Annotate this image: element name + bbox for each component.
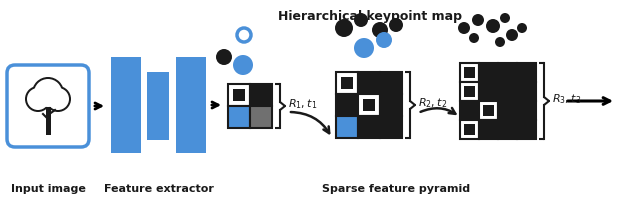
Bar [380, 94, 402, 116]
Circle shape [354, 13, 368, 27]
Bar [498, 101, 517, 120]
Bar [460, 82, 479, 101]
Bar [380, 72, 402, 94]
Circle shape [47, 88, 69, 110]
Bar [358, 94, 380, 116]
Bar [498, 63, 517, 82]
Bar [228, 84, 250, 106]
Bar [336, 116, 358, 138]
Bar [250, 84, 272, 106]
Bar [464, 86, 475, 97]
Bar [479, 120, 498, 139]
Circle shape [216, 49, 232, 65]
Bar [460, 63, 479, 82]
Circle shape [506, 29, 518, 41]
Bar [111, 57, 141, 153]
Circle shape [495, 37, 505, 47]
Text: Feature extractor: Feature extractor [104, 184, 214, 194]
Bar [380, 116, 402, 138]
Circle shape [486, 19, 500, 33]
Bar [479, 101, 498, 120]
Circle shape [472, 14, 484, 26]
Bar [336, 72, 358, 94]
Circle shape [354, 38, 374, 58]
Bar [341, 77, 353, 89]
Circle shape [25, 86, 51, 112]
Bar [479, 82, 498, 101]
Bar [176, 57, 206, 153]
Circle shape [45, 86, 71, 112]
FancyBboxPatch shape [7, 65, 89, 147]
Bar [517, 63, 536, 82]
Circle shape [469, 33, 479, 43]
Bar [460, 101, 479, 120]
Circle shape [27, 88, 49, 110]
Bar [517, 120, 536, 139]
Bar [483, 105, 494, 116]
Bar [250, 106, 272, 128]
Circle shape [500, 13, 510, 23]
Bar [464, 67, 475, 78]
Circle shape [517, 23, 527, 33]
Circle shape [458, 22, 470, 34]
Circle shape [233, 55, 253, 75]
Bar [460, 120, 479, 139]
Circle shape [335, 19, 353, 37]
Text: Sparse feature pyramid: Sparse feature pyramid [322, 184, 470, 194]
Bar [363, 99, 375, 111]
Circle shape [389, 18, 403, 32]
Text: Input image: Input image [11, 184, 85, 194]
Bar [46, 107, 51, 135]
Text: $R_2, t_2$: $R_2, t_2$ [418, 96, 447, 110]
Bar [336, 94, 358, 116]
Circle shape [237, 28, 251, 42]
Bar [517, 101, 536, 120]
Bar [498, 82, 517, 101]
Text: $R_1, t_1$: $R_1, t_1$ [288, 97, 317, 111]
Circle shape [376, 32, 392, 48]
Text: $R_3, t_3$: $R_3, t_3$ [552, 92, 582, 106]
Bar [464, 124, 475, 135]
Text: Hierarchical keypoint map: Hierarchical keypoint map [278, 10, 462, 23]
Bar [358, 116, 380, 138]
Bar [147, 72, 169, 140]
Bar [479, 63, 498, 82]
Circle shape [32, 77, 64, 109]
Bar [517, 82, 536, 101]
Bar [233, 89, 245, 101]
Circle shape [372, 22, 388, 38]
Bar [228, 106, 250, 128]
Circle shape [34, 79, 62, 107]
Bar [358, 72, 380, 94]
Bar [498, 120, 517, 139]
